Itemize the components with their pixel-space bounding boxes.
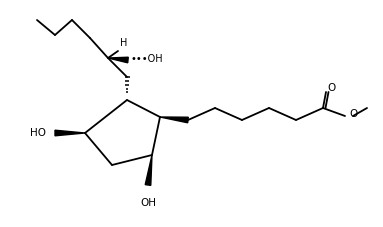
- Polygon shape: [145, 155, 152, 185]
- Text: •••OH: •••OH: [130, 54, 163, 64]
- Text: H: H: [120, 38, 128, 48]
- Text: HO: HO: [30, 128, 46, 138]
- Text: O: O: [349, 109, 357, 119]
- Polygon shape: [160, 117, 188, 123]
- Text: O: O: [328, 83, 336, 93]
- Polygon shape: [108, 57, 128, 63]
- Polygon shape: [55, 130, 85, 136]
- Text: OH: OH: [140, 198, 156, 208]
